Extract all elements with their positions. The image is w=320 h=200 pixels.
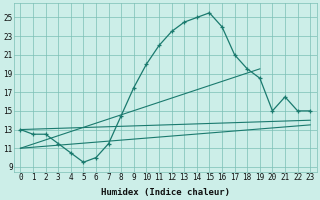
X-axis label: Humidex (Indice chaleur): Humidex (Indice chaleur) — [101, 188, 230, 197]
